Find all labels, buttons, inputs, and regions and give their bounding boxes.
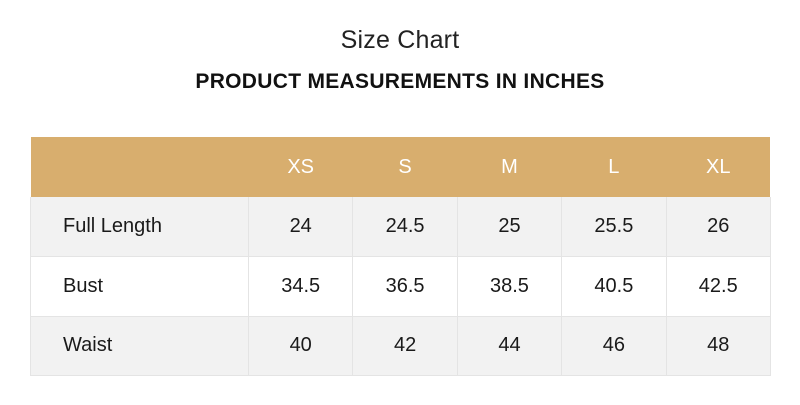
table-cell: 46 — [561, 316, 667, 376]
column-header-xs: XS — [287, 155, 315, 178]
table-row: Waist 40 42 44 46 48 — [30, 316, 771, 376]
page-subtitle: PRODUCT MEASUREMENTS IN INCHES — [195, 70, 605, 93]
table-cell: 42.5 — [665, 256, 771, 317]
table-cell: 25 — [456, 197, 562, 257]
table-row: Full Length 24 24.5 25 25.5 26 — [30, 197, 771, 257]
page-title: Size Chart — [340, 26, 460, 54]
column-header-s: S — [398, 155, 412, 178]
table-header-row: XS S M L XL — [30, 137, 771, 197]
column-header-m: M — [501, 155, 518, 178]
table-cell: 48 — [665, 316, 771, 376]
table-cell: 26 — [665, 197, 771, 257]
column-header-xl: XL — [706, 155, 731, 178]
table-cell: 24.5 — [352, 197, 458, 257]
table-cell: 40 — [247, 316, 353, 376]
table-cell: 34.5 — [247, 256, 353, 317]
row-label-waist: Waist — [30, 316, 249, 376]
table-row: Bust 34.5 36.5 38.5 40.5 42.5 — [30, 256, 771, 317]
column-header-l: L — [608, 155, 620, 178]
table-cell: 40.5 — [561, 256, 667, 317]
row-label-full-length: Full Length — [30, 197, 249, 257]
row-label-bust: Bust — [30, 256, 249, 317]
table-cell: 42 — [352, 316, 458, 376]
size-chart-table: XS S M L XL Full Length 24 24.5 25 25.5 … — [30, 137, 771, 376]
table-cell: 44 — [456, 316, 562, 376]
table-cell: 24 — [247, 197, 353, 257]
table-corner-cell — [31, 137, 249, 197]
table-cell: 25.5 — [561, 197, 667, 257]
table-cell: 38.5 — [456, 256, 562, 317]
table-cell: 36.5 — [352, 256, 458, 317]
